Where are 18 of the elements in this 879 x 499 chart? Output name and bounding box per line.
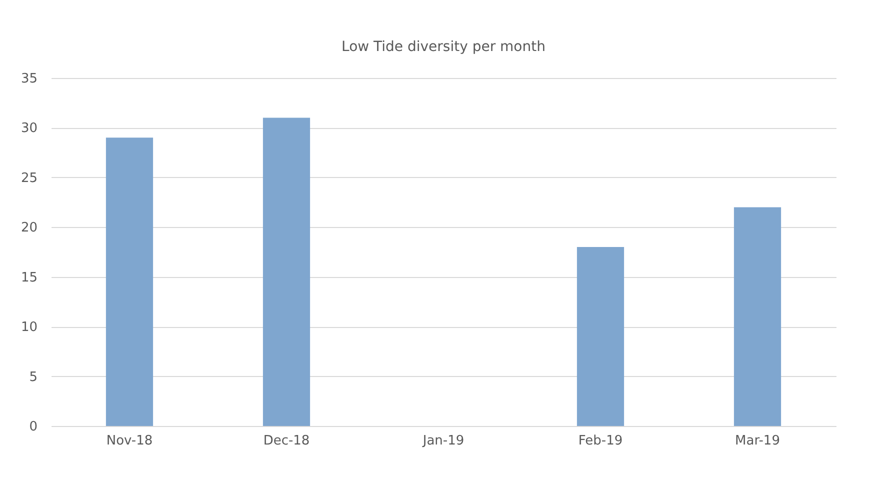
bar (106, 138, 154, 426)
x-tick-label: Dec-18 (263, 434, 310, 448)
y-tick-label: 30 (20, 121, 38, 136)
y-tick-label: 5 (29, 370, 38, 385)
y-tick-label: 15 (20, 270, 38, 286)
x-tick-label: Nov-18 (106, 434, 153, 448)
bar (734, 207, 782, 426)
bar (576, 247, 624, 426)
y-tick-label: 35 (20, 72, 38, 86)
x-tick-label: Feb-19 (578, 434, 623, 448)
y-tick-label: 0 (29, 420, 38, 434)
x-tick-label: Jan-19 (422, 434, 464, 448)
x-tick-label: Mar-19 (735, 434, 780, 448)
y-tick-label: 20 (20, 220, 38, 236)
y-tick-label: 10 (20, 320, 38, 336)
y-tick-label: 25 (20, 170, 38, 186)
chart-title: Low Tide diversity per month (342, 39, 546, 55)
bar (262, 118, 310, 426)
